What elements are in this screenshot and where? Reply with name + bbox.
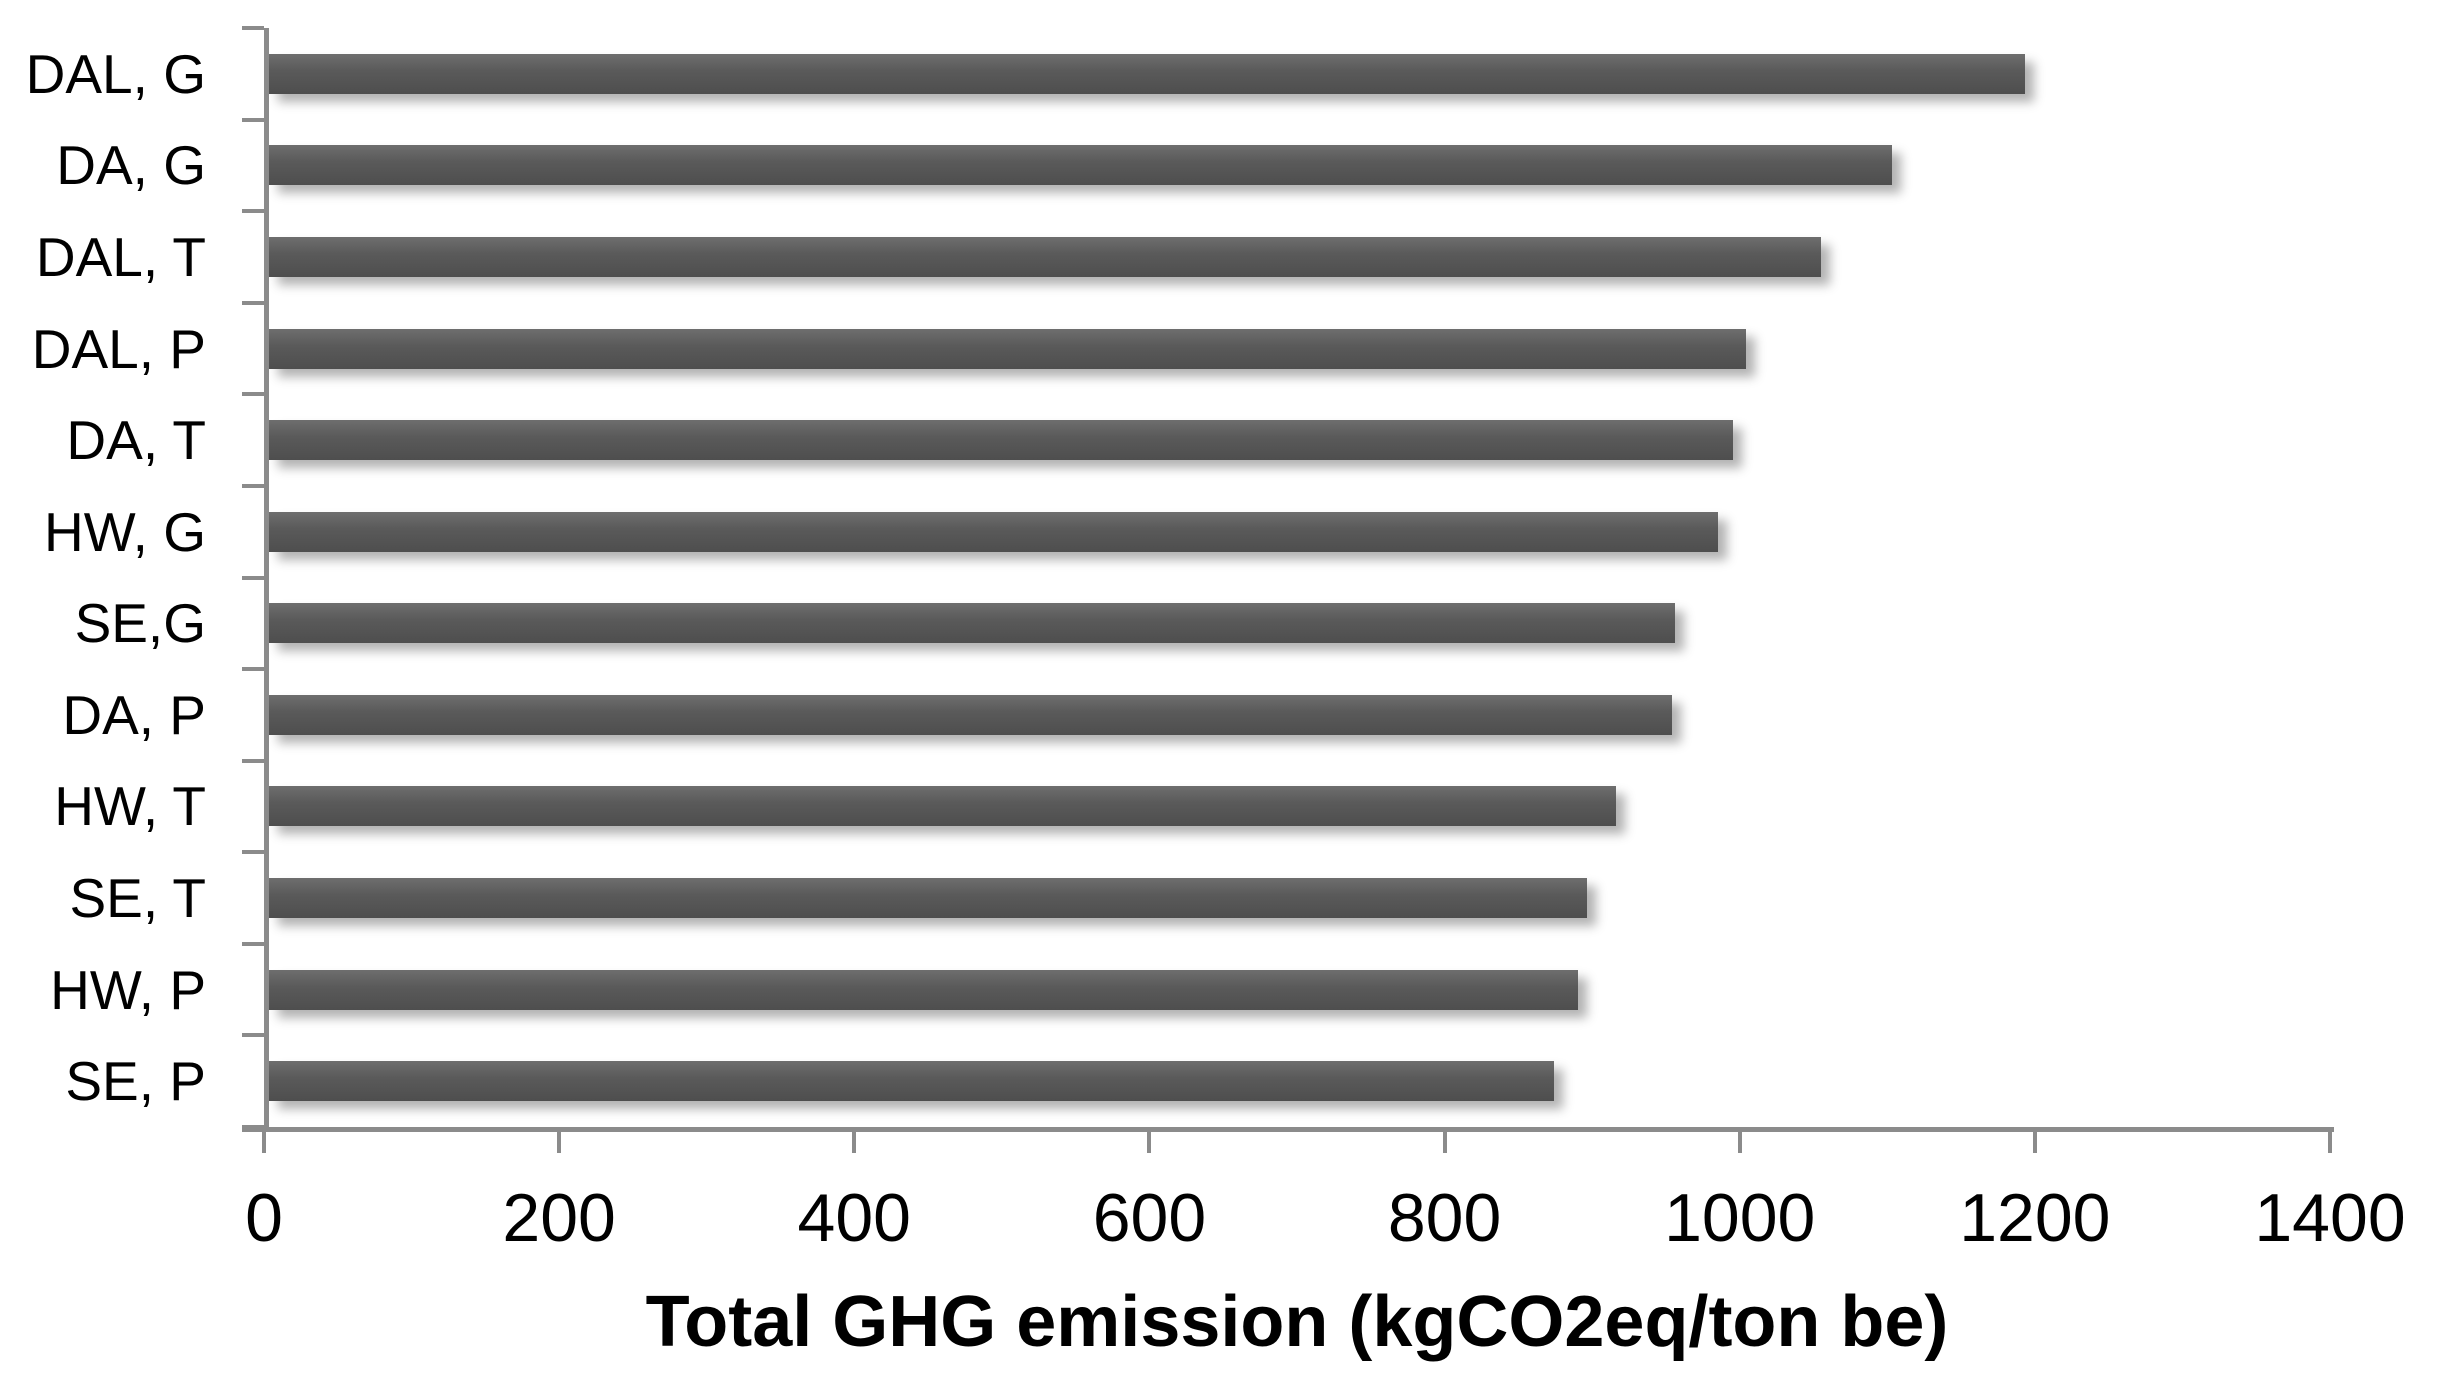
y-axis-tick [242, 1033, 264, 1038]
y-axis-tick [242, 575, 264, 580]
category-label: SE, T [69, 867, 206, 930]
category-label: DAL, T [35, 225, 206, 288]
x-axis-line [242, 1127, 2334, 1132]
x-axis-title: Total GHG emission (kgCO2eq/ton be) [645, 1282, 1949, 1362]
x-axis-tick [1147, 1127, 1152, 1153]
category-label: DAL, G [25, 42, 206, 105]
x-axis-tick [852, 1127, 857, 1153]
bar [269, 53, 2026, 94]
x-tick-label: 400 [797, 1180, 912, 1256]
bar [269, 786, 1617, 827]
x-axis-tick [2032, 1127, 2037, 1153]
y-axis-tick [242, 300, 264, 305]
category-label: DA, T [66, 409, 206, 472]
bar [269, 236, 1822, 277]
y-axis-tick [242, 667, 264, 672]
category-label: SE, P [65, 1050, 206, 1113]
category-label: DAL, P [31, 317, 206, 380]
y-axis-tick [242, 117, 264, 122]
category-label: SE,G [74, 592, 206, 655]
bar [269, 328, 1747, 369]
bar [269, 969, 1578, 1010]
category-label: HW, G [44, 500, 206, 563]
x-axis-tick [262, 1127, 266, 1153]
y-axis-tick [242, 209, 264, 214]
x-axis-tick [2328, 1127, 2332, 1153]
y-axis-tick [242, 392, 264, 397]
x-tick-label: 200 [502, 1180, 616, 1256]
y-axis-tick [242, 483, 264, 488]
bar [269, 694, 1673, 735]
bar [269, 420, 1733, 461]
x-axis-tick [1737, 1127, 1742, 1153]
x-axis-tick [1442, 1127, 1447, 1153]
y-axis-tick [242, 758, 264, 763]
category-label: DA, P [62, 683, 206, 746]
y-axis-tick [242, 850, 264, 855]
y-axis-line [264, 28, 269, 1131]
y-axis-tick [242, 26, 264, 30]
x-axis-tick [557, 1127, 562, 1153]
x-tick-label: 600 [1092, 1180, 1207, 1256]
x-tick-label: 1400 [2254, 1180, 2406, 1256]
x-tick-label: 800 [1387, 1180, 1502, 1256]
category-label: HW, P [50, 958, 206, 1021]
category-label: HW, T [54, 775, 206, 838]
bar [269, 878, 1587, 919]
bar [269, 1061, 1555, 1102]
bar [269, 603, 1676, 644]
y-axis-tick [242, 941, 264, 946]
x-tick-label: 0 [245, 1180, 283, 1256]
y-axis-tick [242, 1125, 264, 1129]
category-label: DA, G [56, 134, 206, 197]
x-tick-label: 1200 [1959, 1180, 2111, 1256]
bar [269, 145, 1893, 186]
bar [269, 511, 1719, 552]
x-tick-label: 1000 [1664, 1180, 1816, 1256]
